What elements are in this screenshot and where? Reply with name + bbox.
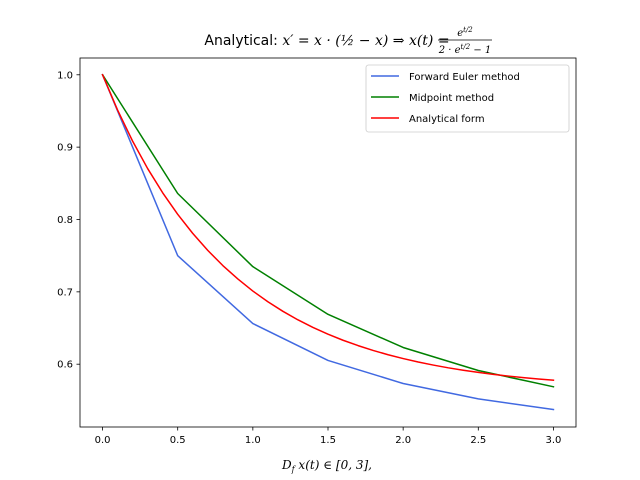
legend-box bbox=[365, 64, 570, 133]
chart-title-ode-end: − x) ⇒ x(t) = bbox=[354, 33, 449, 49]
x-axis-label: Df x(t) ∈ [0, 3], bbox=[281, 458, 372, 474]
chart-title-numerator: et/2 bbox=[457, 26, 473, 39]
chart-title-prefix: Analytical: bbox=[204, 33, 282, 49]
chart-title-denominator: 2 · et/2 − 1 bbox=[438, 43, 492, 56]
y-tick-label: 0.7 bbox=[57, 287, 73, 298]
x-tick-label: 2.5 bbox=[470, 435, 486, 446]
x-tick-label: 3.0 bbox=[546, 435, 562, 446]
chart-title-ode: x′ = x · ( bbox=[282, 33, 341, 49]
series-line-3 bbox=[101, 73, 555, 381]
x-tick-label: 0.5 bbox=[170, 435, 186, 446]
x-tick-label: 0.0 bbox=[95, 435, 111, 446]
y-tick-label: 0.8 bbox=[57, 215, 73, 226]
series-line-2 bbox=[101, 73, 555, 388]
x-tick-label: 2.0 bbox=[395, 435, 411, 446]
chart-title: Analytical: x′ = x · (½ − x) ⇒ x(t) = bbox=[204, 33, 449, 49]
legend-label: Analytical form bbox=[409, 114, 485, 125]
legend: Forward Euler method Midpoint method Analy… bbox=[365, 64, 570, 133]
chart-title-half: ½ bbox=[341, 33, 355, 49]
y-tick-label: 0.6 bbox=[57, 360, 73, 371]
y-tick-label: 1.0 bbox=[57, 70, 73, 81]
x-tick-label: 1.5 bbox=[320, 435, 336, 446]
legend-label: Forward Euler method bbox=[409, 72, 520, 83]
y-tick-label: 0.9 bbox=[57, 143, 73, 154]
plot-area: 0.0 0.5 1.0 1.5 2.0 2.5 3.0 0.6 0.7 0.8 0.9 1.0 bbox=[57, 57, 577, 446]
legend-label: Midpoint method bbox=[409, 93, 494, 104]
x-tick-label: 1.0 bbox=[245, 435, 261, 446]
series-line-1 bbox=[101, 73, 555, 411]
